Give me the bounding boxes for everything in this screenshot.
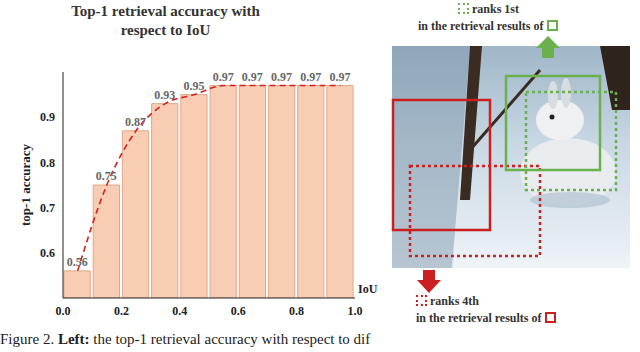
html-text:ranks 1st: ranks 1st <box>472 2 519 16</box>
svg-text:0.93: 0.93 <box>154 88 175 102</box>
svg-text:0.75: 0.75 <box>96 169 117 183</box>
html-text:Figure 2. Left: the top-1 retr: Figure 2. Left: the top-1 retrieval accu… <box>0 331 371 347</box>
html-text:in the retrieval results of: in the retrieval results of <box>418 19 544 33</box>
html-text:in the retrieval results of: in the retrieval results of <box>416 311 542 325</box>
svg-text:top-1 accuracy: top-1 accuracy <box>18 144 33 226</box>
svg-text:0.8: 0.8 <box>289 304 304 318</box>
html-text:Top-1 retrieval accuracy with: Top-1 retrieval accuracy with respect to… <box>71 3 260 38</box>
svg-text:1.0: 1.0 <box>348 304 363 318</box>
svg-text:0.2: 0.2 <box>114 304 129 318</box>
svg-text:0.97: 0.97 <box>329 70 350 84</box>
svg-text:0.97: 0.97 <box>300 70 321 84</box>
svg-text:0.6: 0.6 <box>40 246 55 260</box>
svg-text:0.7: 0.7 <box>40 201 55 215</box>
svg-text:0.9: 0.9 <box>40 110 55 124</box>
svg-text:0.0: 0.0 <box>56 304 71 318</box>
svg-text:0.8: 0.8 <box>40 156 55 170</box>
html-text:IoU: IoU <box>358 282 378 296</box>
svg-text:0.56: 0.56 <box>67 255 88 269</box>
svg-text:0.97: 0.97 <box>271 70 292 84</box>
html-text:ranks 4th: ranks 4th <box>430 294 479 308</box>
svg-text:0.97: 0.97 <box>213 70 234 84</box>
svg-text:0.95: 0.95 <box>183 79 204 93</box>
svg-text:0.87: 0.87 <box>125 115 146 129</box>
svg-text:0.4: 0.4 <box>172 304 187 318</box>
svg-text:0.97: 0.97 <box>242 70 263 84</box>
svg-text:0.6: 0.6 <box>231 304 246 318</box>
